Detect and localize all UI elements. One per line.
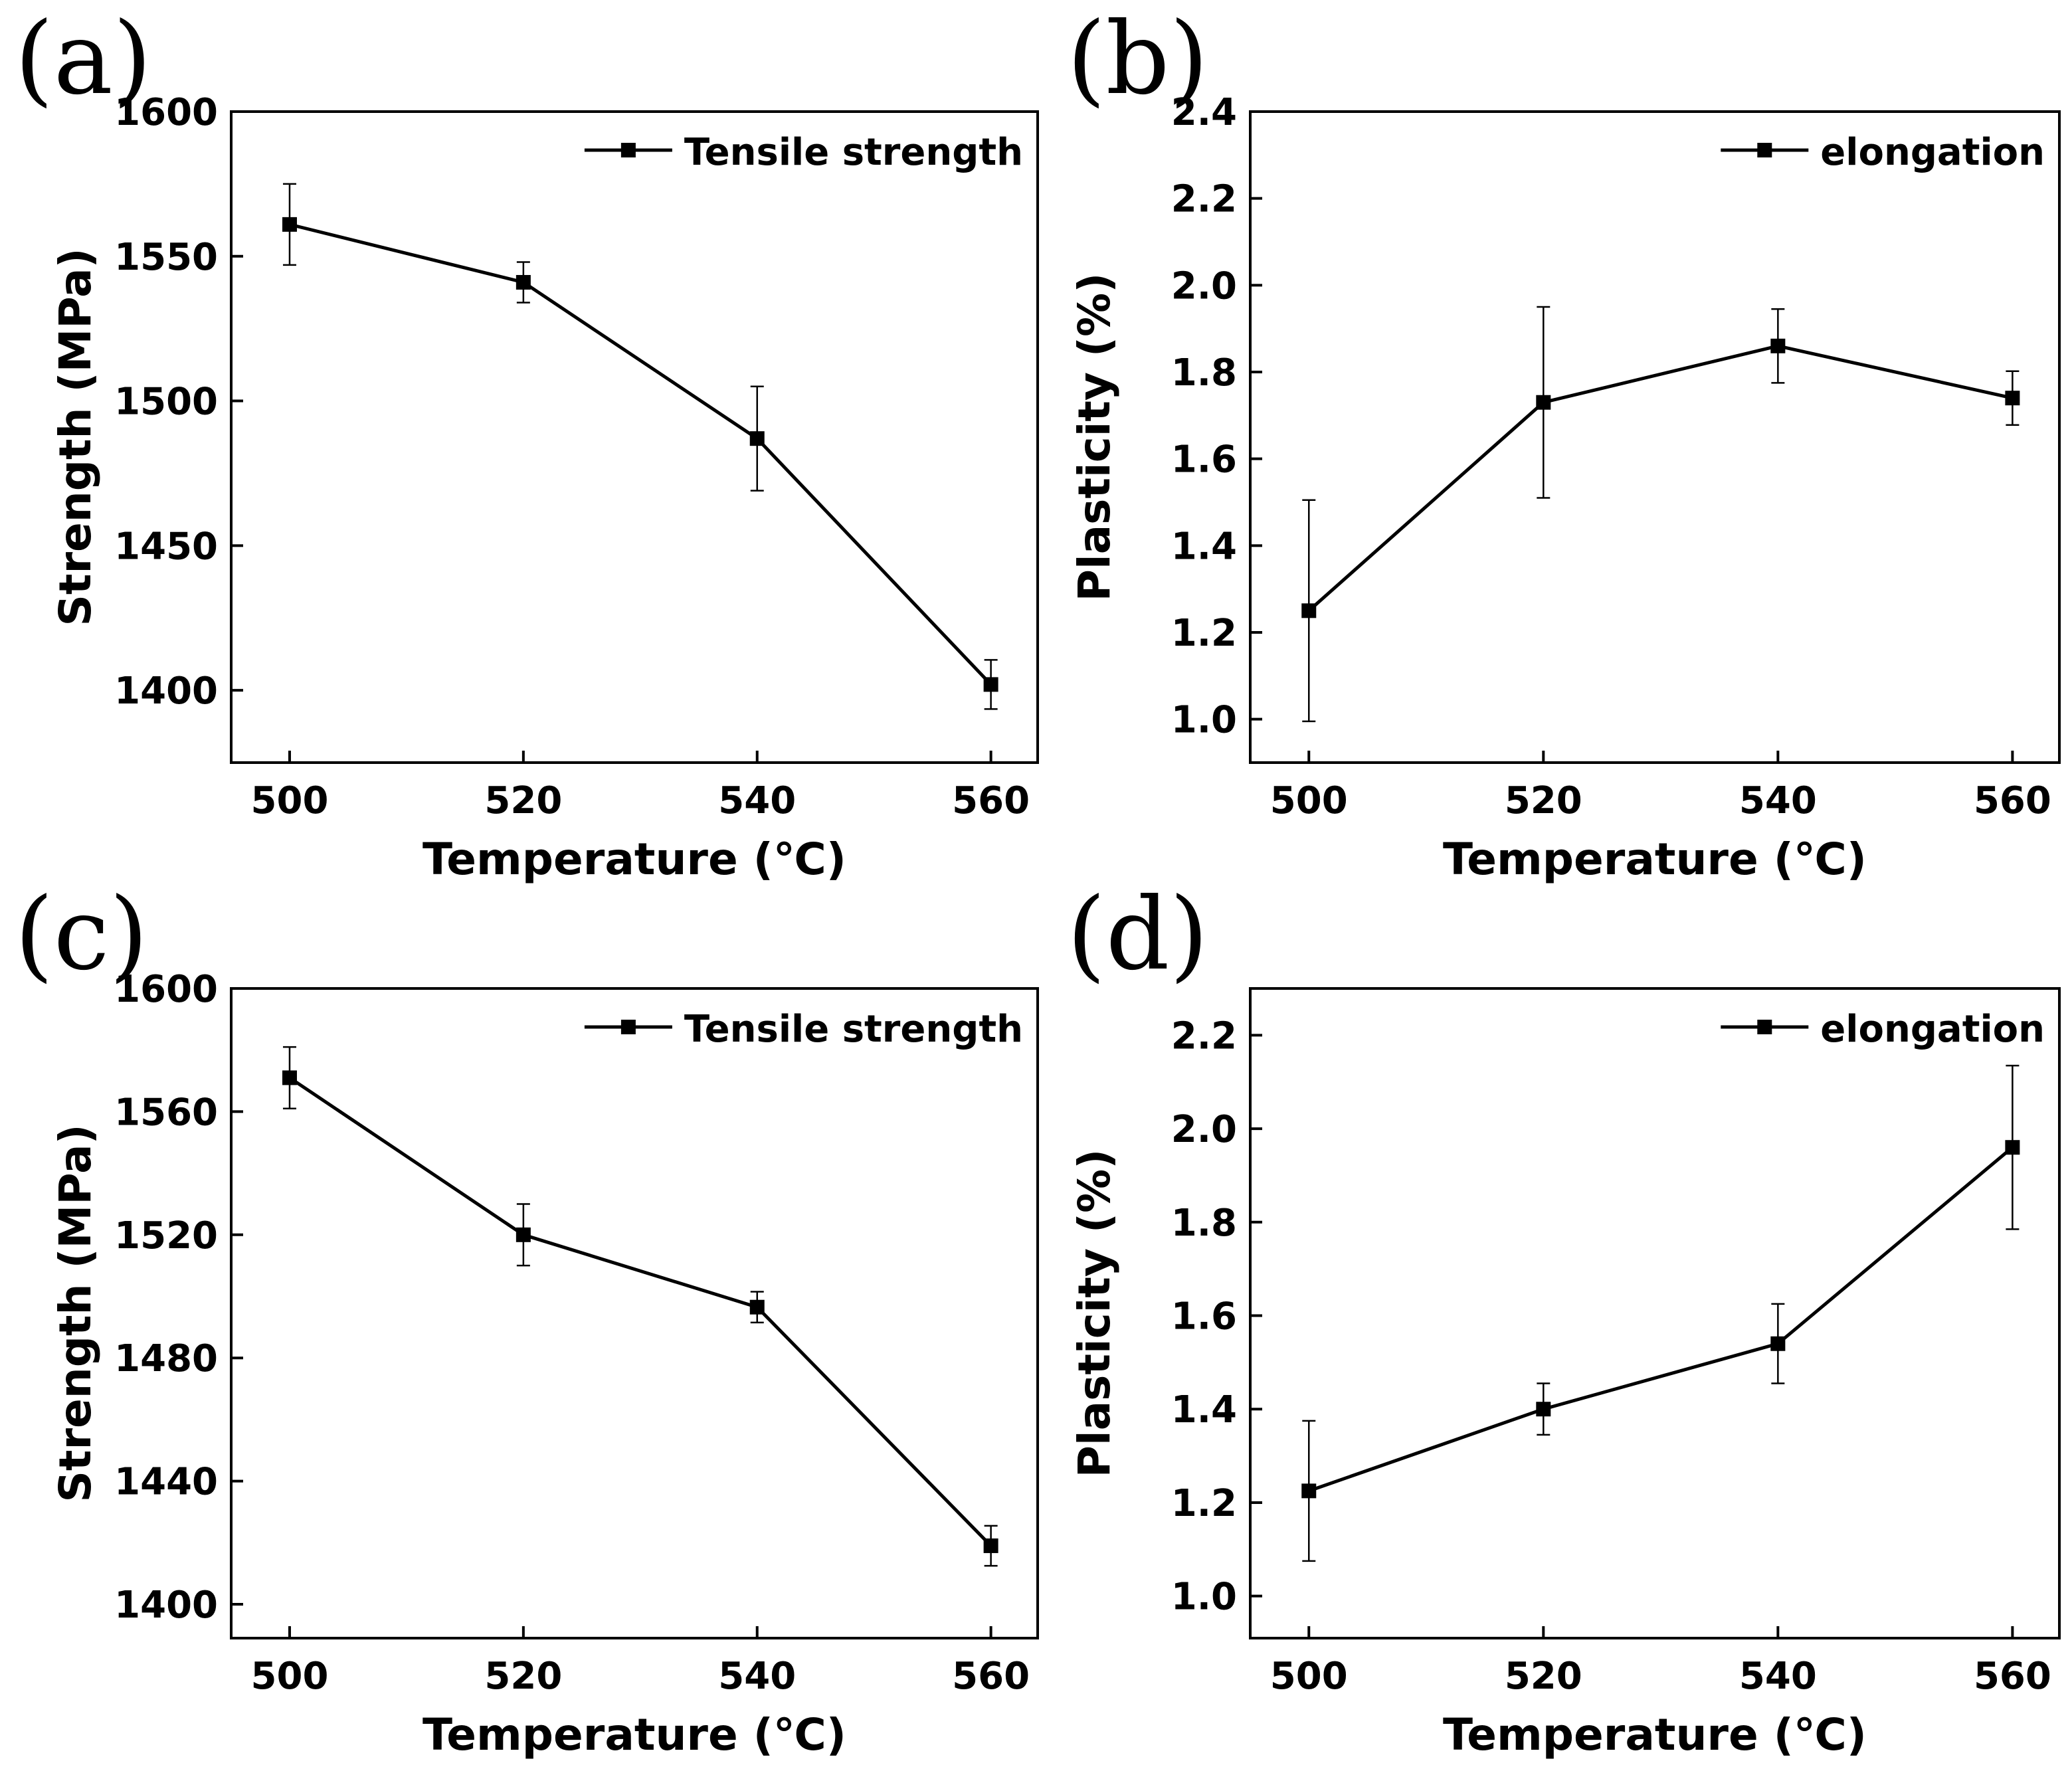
x-axis-title: Temperature (℃): [1443, 1709, 1867, 1760]
legend-marker: [620, 143, 636, 157]
y-tick-label: 1440: [114, 1461, 218, 1504]
y-tick-label: 1520: [114, 1214, 218, 1257]
y-tick-label: 1.0: [1171, 1576, 1237, 1619]
x-axis-title: Temperature (℃): [423, 834, 846, 885]
y-tick-label: 1480: [114, 1337, 218, 1380]
x-tick-label: 500: [251, 1655, 329, 1698]
chart-panel-a: (a) 500 520 540 560 1400 1450 1500 1550 1600 Tempe…: [15, 1, 1039, 885]
y-tick-label: 1.2: [1171, 612, 1237, 655]
y-tick-label: 2.0: [1171, 264, 1237, 308]
plot-frame: [1249, 987, 2061, 1639]
chart-panel-c: (c) 500 520 540 560 1400 1440 1480 1520 1560 1600 T…: [15, 877, 1039, 1760]
x-tick-label: 560: [1974, 1655, 2051, 1698]
x-tick-label: 500: [1270, 779, 1348, 822]
y-tick-label: 1550: [114, 236, 218, 279]
y-tick-label: 2.2: [1171, 178, 1237, 221]
panel-label: (c): [15, 877, 148, 992]
chart-panel-d: (d) 500 520 540 560 1.0 1.2 1.4 1.6 1.8 2.0 2.2 Temp…: [1067, 877, 2061, 1760]
y-axis-title: Strength (MPa): [50, 248, 101, 626]
x-tick-label: 500: [1270, 1655, 1348, 1698]
chart-panel-b: (b) 500 520 540 560 1.0 1.2 1.4 1.6 1.8 2.0 2.2 2.4 T…: [1067, 1, 2061, 885]
y-tick-label: 1600: [114, 91, 218, 134]
x-tick-label: 520: [484, 779, 562, 822]
plot-frame: [230, 110, 1039, 764]
y-tick-label: 2.4: [1171, 91, 1237, 134]
legend-label: Tensile strength: [684, 1008, 1023, 1051]
series-line: [1308, 1146, 2014, 1493]
data-point: [1536, 1402, 1551, 1417]
data-point: [2005, 1140, 2020, 1155]
x-tick-label: 560: [952, 779, 1030, 822]
x-tick-label: 540: [1739, 1655, 1817, 1698]
y-tick-label: 1500: [114, 381, 218, 424]
plot-frame: [1249, 110, 2061, 764]
series-line: [288, 1076, 992, 1547]
x-tick-label: 520: [484, 1655, 562, 1698]
data-point: [516, 274, 531, 290]
x-tick-label: 520: [1505, 779, 1582, 822]
data-point: [1770, 338, 1786, 353]
legend-label: elongation: [1820, 1008, 2045, 1051]
legend-marker: [620, 1020, 636, 1034]
data-point: [1301, 1483, 1317, 1499]
plot-frame: [230, 987, 1039, 1639]
panel-label: (b): [1067, 1, 1208, 117]
x-tick-label: 540: [718, 1655, 796, 1698]
y-tick-label: 1.0: [1171, 699, 1237, 742]
data-point: [749, 1299, 765, 1315]
data-point: [1536, 395, 1551, 410]
y-axis-title: Plasticity (%): [1069, 1149, 1120, 1478]
panel-label: (a): [15, 1, 151, 117]
y-tick-label: 1.4: [1171, 525, 1237, 568]
data-point: [282, 217, 297, 232]
y-tick-label: 2.0: [1171, 1108, 1237, 1151]
legend-label: Tensile strength: [684, 131, 1023, 174]
data-point: [1770, 1336, 1786, 1351]
x-tick-label: 500: [251, 779, 329, 822]
y-tick-label: 1400: [114, 1584, 218, 1627]
y-tick-label: 1.6: [1171, 438, 1237, 482]
data-point: [983, 677, 998, 692]
data-point: [983, 1538, 998, 1553]
y-tick-label: 1450: [114, 525, 218, 568]
legend-marker: [1757, 1020, 1772, 1034]
y-tick-label: 1600: [114, 968, 218, 1011]
x-tick-label: 540: [1739, 779, 1817, 822]
y-tick-label: 1.4: [1171, 1388, 1237, 1432]
x-axis-title: Temperature (℃): [1443, 834, 1867, 885]
y-tick-label: 1.2: [1171, 1482, 1237, 1525]
legend-label: elongation: [1820, 131, 2045, 174]
x-tick-label: 520: [1505, 1655, 1582, 1698]
x-tick-label: 560: [1974, 779, 2051, 822]
y-axis-title: Strength (MPa): [50, 1124, 101, 1502]
x-tick-label: 540: [718, 779, 796, 822]
y-tick-label: 1.8: [1171, 1202, 1237, 1245]
x-tick-label: 560: [952, 1655, 1030, 1698]
data-point: [2005, 391, 2020, 406]
data-point: [516, 1227, 531, 1242]
series-line: [289, 223, 992, 686]
data-point: [749, 431, 765, 446]
y-tick-label: 2.2: [1171, 1014, 1237, 1058]
series-line: [1307, 344, 2013, 612]
panel-label: (d): [1067, 877, 1208, 992]
y-axis-title: Plasticity (%): [1069, 273, 1120, 602]
y-tick-label: 1560: [114, 1091, 218, 1134]
y-tick-label: 1.8: [1171, 351, 1237, 395]
y-tick-label: 1400: [114, 670, 218, 713]
y-tick-label: 1.6: [1171, 1295, 1237, 1339]
x-axis-title: Temperature (℃): [423, 1709, 846, 1760]
legend-marker: [1757, 143, 1772, 157]
data-point: [282, 1070, 297, 1085]
data-point: [1301, 603, 1317, 618]
